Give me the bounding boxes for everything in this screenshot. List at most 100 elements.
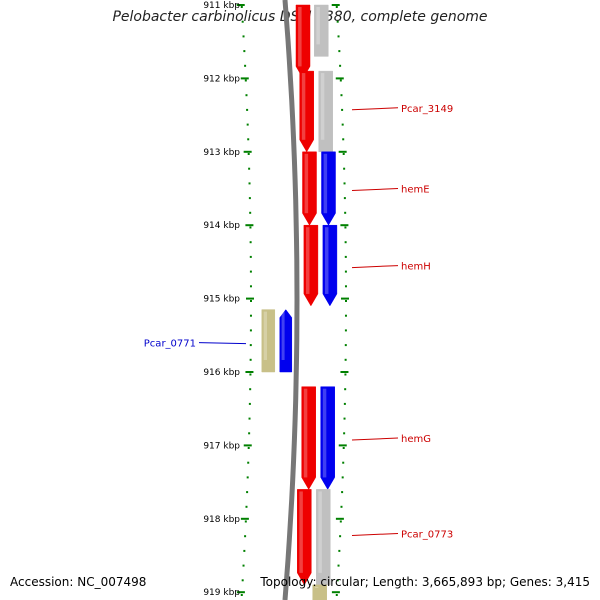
minor-tick xyxy=(344,241,347,244)
minor-tick xyxy=(246,123,249,126)
axis-tick-label: 919 kbp xyxy=(203,588,240,598)
gene-feature xyxy=(314,4,329,57)
minor-tick xyxy=(344,388,347,391)
minor-tick xyxy=(339,64,342,67)
minor-tick xyxy=(344,285,347,288)
feature-shading xyxy=(318,491,322,573)
axis-tick-label: 915 kbp xyxy=(203,295,240,305)
feature-shading xyxy=(324,227,329,294)
label-leader-line xyxy=(351,437,399,441)
minor-tick xyxy=(245,94,248,97)
axis-tick-label: 917 kbp xyxy=(203,441,240,451)
minor-tick xyxy=(248,197,251,200)
major-tick xyxy=(243,150,252,153)
feature-shading xyxy=(281,311,285,360)
minor-tick xyxy=(335,6,338,8)
topology-summary: Topology: circular; Length: 3,665,893 bp… xyxy=(260,575,590,589)
gene-feature xyxy=(312,584,327,600)
feature-shading xyxy=(263,311,268,360)
minor-tick xyxy=(342,447,345,449)
label-leader-line xyxy=(351,532,399,536)
label-leader-line xyxy=(351,265,399,269)
minor-tick xyxy=(248,182,251,185)
minor-tick xyxy=(341,108,344,111)
major-tick xyxy=(243,444,252,447)
major-tick xyxy=(340,297,349,300)
minor-tick xyxy=(244,79,247,82)
minor-tick xyxy=(247,138,250,141)
minor-tick xyxy=(344,255,347,258)
minor-tick xyxy=(345,300,347,302)
major-tick xyxy=(331,4,340,6)
feature-shading xyxy=(314,586,319,588)
major-tick xyxy=(245,371,254,373)
minor-tick xyxy=(344,344,347,347)
feature-shading xyxy=(323,153,328,214)
minor-tick xyxy=(341,476,344,479)
major-tick xyxy=(340,371,349,373)
minor-tick xyxy=(248,417,251,420)
feature-track xyxy=(261,4,338,600)
genome-backbone xyxy=(282,0,300,600)
minor-tick xyxy=(241,579,244,582)
gene-feature xyxy=(299,70,314,153)
minor-tick xyxy=(341,123,344,126)
minor-tick xyxy=(248,402,251,405)
tick-marks-left xyxy=(236,4,254,596)
major-tick xyxy=(245,224,254,227)
gene-feature xyxy=(318,70,333,153)
minor-tick xyxy=(246,108,249,111)
minor-tick xyxy=(240,6,243,8)
minor-tick xyxy=(344,226,347,229)
minor-tick xyxy=(243,549,246,552)
gene-feature xyxy=(297,489,312,586)
axis-tick-label: 911 kbp xyxy=(203,1,240,11)
minor-tick xyxy=(249,358,252,361)
tick-marks-right xyxy=(331,4,349,596)
feature-shading xyxy=(316,7,320,45)
feature-shading xyxy=(301,73,306,140)
minor-tick xyxy=(339,535,342,538)
minor-tick xyxy=(342,153,345,155)
minor-tick xyxy=(342,461,345,464)
gene-label: hemH xyxy=(401,262,431,273)
minor-tick xyxy=(344,211,347,214)
gene-label: Pcar_0771 xyxy=(144,339,196,350)
major-tick xyxy=(240,77,249,80)
gene-feature xyxy=(316,489,331,586)
axis-tick-label: 914 kbp xyxy=(203,221,240,231)
major-tick xyxy=(338,444,347,447)
minor-tick xyxy=(336,20,339,23)
label-leader-line xyxy=(351,107,399,111)
gene-label: Pcar_0773 xyxy=(401,529,453,540)
minor-tick xyxy=(244,64,247,67)
minor-tick xyxy=(344,329,347,332)
minor-tick xyxy=(246,476,249,479)
gene-feature xyxy=(320,386,335,490)
minor-tick xyxy=(244,520,247,523)
minor-tick xyxy=(248,167,251,170)
minor-tick xyxy=(249,241,252,244)
minor-tick xyxy=(240,594,243,596)
minor-tick xyxy=(249,211,252,214)
minor-tick xyxy=(249,329,252,332)
gene-label: hemG xyxy=(401,434,431,445)
minor-tick xyxy=(338,50,341,53)
major-tick xyxy=(338,150,347,153)
minor-tick xyxy=(248,432,251,435)
axis-tick-label: 916 kbp xyxy=(203,368,240,378)
minor-tick xyxy=(343,167,346,170)
minor-tick xyxy=(245,505,248,508)
label-leader-line xyxy=(198,342,247,345)
minor-tick xyxy=(249,270,252,273)
feature-shading xyxy=(303,388,308,478)
major-tick xyxy=(340,224,349,227)
gene-feature xyxy=(303,224,319,307)
major-tick xyxy=(335,77,344,80)
minor-tick xyxy=(247,153,250,155)
minor-tick xyxy=(247,447,250,449)
minor-tick xyxy=(344,373,347,376)
minor-tick xyxy=(247,461,250,464)
gene-feature xyxy=(261,309,276,373)
minor-tick xyxy=(338,549,341,552)
